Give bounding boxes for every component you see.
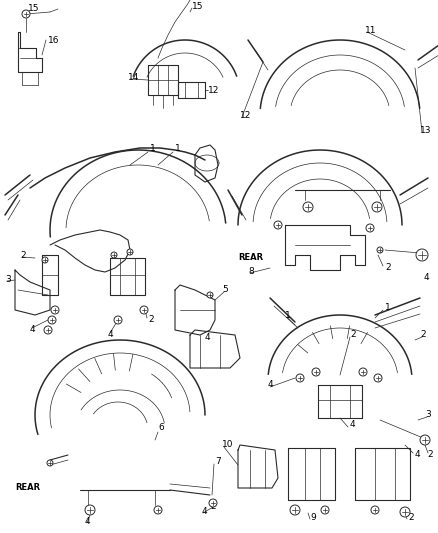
- Circle shape: [48, 316, 56, 324]
- Circle shape: [399, 507, 409, 517]
- Circle shape: [140, 306, 148, 314]
- Text: 8: 8: [247, 268, 253, 277]
- Text: 15: 15: [191, 2, 203, 11]
- Text: 4: 4: [267, 381, 273, 390]
- Text: 3: 3: [5, 276, 11, 285]
- Text: 12: 12: [208, 85, 219, 94]
- Text: 2: 2: [20, 251, 25, 260]
- Circle shape: [320, 506, 328, 514]
- Circle shape: [419, 435, 429, 445]
- Text: 13: 13: [419, 125, 431, 134]
- Circle shape: [376, 247, 382, 253]
- Circle shape: [273, 221, 281, 229]
- Text: 4: 4: [414, 450, 420, 459]
- Text: REAR: REAR: [237, 254, 262, 262]
- Text: 1: 1: [150, 143, 155, 152]
- Text: 12: 12: [240, 110, 251, 119]
- Text: 1: 1: [175, 143, 180, 152]
- Text: 4: 4: [85, 518, 90, 527]
- Circle shape: [111, 252, 117, 258]
- Circle shape: [154, 506, 162, 514]
- Text: 5: 5: [222, 286, 227, 295]
- Circle shape: [370, 506, 378, 514]
- Text: 2: 2: [419, 330, 425, 340]
- Text: 7: 7: [215, 457, 220, 466]
- Circle shape: [47, 460, 53, 466]
- Circle shape: [127, 249, 133, 255]
- Circle shape: [85, 505, 95, 515]
- Text: 14: 14: [128, 72, 139, 82]
- Text: 10: 10: [222, 440, 233, 449]
- Text: 2: 2: [407, 513, 413, 522]
- Text: 2: 2: [426, 450, 431, 459]
- Text: 4: 4: [349, 421, 355, 430]
- Text: 9: 9: [309, 513, 315, 522]
- Circle shape: [365, 224, 373, 232]
- Text: 4: 4: [423, 273, 429, 282]
- Circle shape: [295, 374, 303, 382]
- Circle shape: [311, 368, 319, 376]
- Text: 16: 16: [48, 36, 60, 44]
- Circle shape: [302, 202, 312, 212]
- Text: 1: 1: [384, 303, 390, 312]
- Text: 4: 4: [205, 334, 210, 343]
- Circle shape: [114, 316, 122, 324]
- Circle shape: [371, 202, 381, 212]
- Circle shape: [415, 249, 427, 261]
- Text: 15: 15: [28, 4, 39, 12]
- Circle shape: [208, 499, 216, 507]
- Text: 4: 4: [201, 507, 207, 516]
- Text: 4: 4: [30, 326, 35, 335]
- Text: 2: 2: [349, 330, 355, 340]
- Text: 4: 4: [108, 330, 113, 340]
- Circle shape: [290, 505, 299, 515]
- Circle shape: [44, 326, 52, 334]
- Text: 6: 6: [158, 424, 163, 432]
- Text: 11: 11: [364, 26, 376, 35]
- Circle shape: [51, 306, 59, 314]
- Text: 2: 2: [384, 263, 390, 272]
- Circle shape: [42, 257, 48, 263]
- Circle shape: [22, 10, 30, 18]
- Circle shape: [373, 374, 381, 382]
- Text: REAR: REAR: [15, 483, 40, 492]
- Text: 3: 3: [424, 410, 430, 419]
- Circle shape: [358, 368, 366, 376]
- Text: 2: 2: [209, 503, 215, 512]
- Text: 2: 2: [148, 316, 153, 325]
- Circle shape: [207, 292, 212, 298]
- Text: 1: 1: [284, 311, 290, 319]
